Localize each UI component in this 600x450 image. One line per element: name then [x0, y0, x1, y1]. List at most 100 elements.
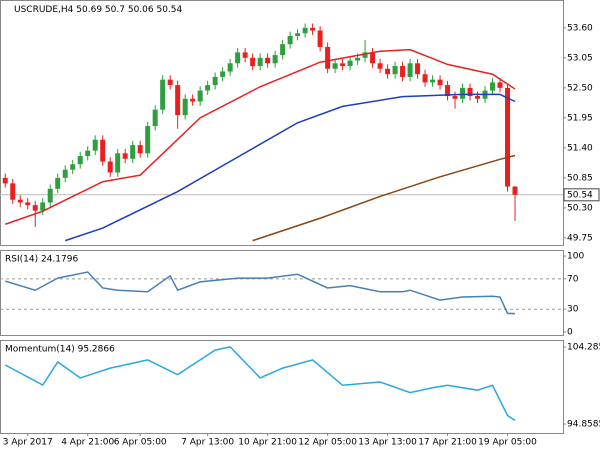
candle-body [437, 79, 443, 86]
candle-body [415, 63, 421, 75]
last-price-label: 50.54 [567, 190, 593, 200]
y-tick-label: 51.95 [567, 113, 593, 123]
candle-body [227, 63, 233, 72]
rsi-title: RSI(14) 24.1796 [5, 255, 78, 265]
low: 50.06 [128, 5, 154, 15]
candle-body [422, 74, 428, 83]
candle-body [475, 96, 481, 99]
candle-body [370, 52, 376, 64]
candle-body [55, 177, 61, 189]
x-tick-label: 6 Apr 05:00 [114, 438, 167, 448]
y-tick-label: 52.50 [567, 83, 593, 93]
y-tick-label: 50.85 [567, 173, 593, 183]
candle-body [17, 199, 23, 203]
last-price-box [563, 188, 600, 202]
candle-body [62, 169, 68, 178]
candle-body [265, 57, 271, 64]
candle-body [505, 87, 511, 187]
candle-body [40, 202, 46, 211]
candle-body [407, 63, 413, 77]
moving-average [64, 93, 516, 242]
candle-body [445, 85, 451, 97]
candle-body [145, 126, 151, 154]
moving-average [5, 48, 516, 225]
y-tick-label: 30 [567, 305, 579, 315]
candle-body [490, 82, 496, 91]
candle-body [92, 139, 98, 151]
x-tick-label: 17 Apr 21:00 [418, 438, 477, 448]
candle-body [250, 57, 256, 67]
candle-body [355, 57, 361, 61]
candle-body [32, 205, 38, 211]
candle-body [160, 79, 166, 110]
candle-body [332, 63, 338, 69]
y-tick-label: 53.05 [567, 53, 593, 63]
candle-body [70, 164, 76, 170]
open: 50.69 [76, 5, 102, 15]
candle-body [205, 85, 211, 91]
symbol: USCRUDE,H4 [14, 5, 74, 15]
x-tick-label: 3 Apr 2017 [3, 438, 53, 448]
y-tick-label: 53.60 [567, 23, 593, 33]
candle-body [452, 96, 458, 99]
y-tick-label: 49.75 [567, 233, 593, 243]
y-tick-label: 100 [567, 252, 584, 262]
indicator-line [4, 346, 516, 422]
candle-body [10, 183, 16, 200]
moving-average [252, 154, 516, 242]
momentum-title: Momentum(14) 95.2866 [5, 345, 115, 355]
candle-body [460, 87, 466, 99]
y-tick-label: 70 [567, 274, 579, 284]
candle-body [137, 145, 143, 154]
candle-body [212, 76, 218, 86]
candle-body [115, 153, 121, 173]
candle-body [340, 63, 346, 67]
y-tick-label: 94.8585 [567, 420, 600, 430]
candle-body [167, 79, 173, 86]
candle-body [512, 186, 518, 195]
candle-body [47, 188, 53, 203]
y-tick-label: 0 [567, 327, 573, 337]
candle-body [272, 55, 278, 64]
x-tick-label: 4 Apr 21:00 [61, 438, 114, 448]
y-tick-label: 51.40 [567, 143, 593, 153]
candle-body [130, 145, 136, 159]
candle-body [362, 52, 368, 58]
momentum-panel [0, 340, 564, 434]
candle-body [220, 71, 226, 77]
candle-body [235, 52, 241, 64]
candle-body [497, 82, 503, 88]
candle-body [392, 66, 398, 75]
candle-body [400, 66, 406, 77]
x-tick-label: 7 Apr 13:00 [181, 438, 234, 448]
candle-body [325, 46, 331, 69]
candle-body [310, 27, 316, 31]
x-tick-label: 19 Apr 05:00 [478, 438, 537, 448]
candle-body [242, 52, 248, 58]
candle-body [175, 85, 181, 116]
candle-body [100, 139, 106, 162]
candle-body [385, 68, 391, 75]
candle-body [347, 60, 353, 67]
candle-body [122, 153, 128, 159]
candle-body [317, 30, 323, 47]
x-tick-label: 13 Apr 13:00 [358, 438, 417, 448]
candle-body [287, 36, 293, 45]
high: 50.7 [105, 5, 125, 15]
candle-body [197, 90, 203, 102]
candle-body [377, 63, 383, 69]
candle-body [77, 156, 83, 165]
candle-body [302, 27, 308, 34]
y-tick-label: 104.2853 [567, 342, 600, 352]
candle-body [2, 177, 8, 184]
main-title: USCRUDE,H4 50.69 50.7 50.06 50.54 [14, 5, 183, 15]
candle-body [430, 79, 436, 83]
candle-body [467, 87, 473, 97]
close: 50.54 [156, 5, 182, 15]
candle-body [257, 57, 263, 67]
x-tick-label: 10 Apr 21:00 [238, 438, 297, 448]
y-tick-label: 50.30 [567, 203, 593, 213]
rsi-panel [0, 250, 564, 336]
main-panel [0, 0, 564, 246]
